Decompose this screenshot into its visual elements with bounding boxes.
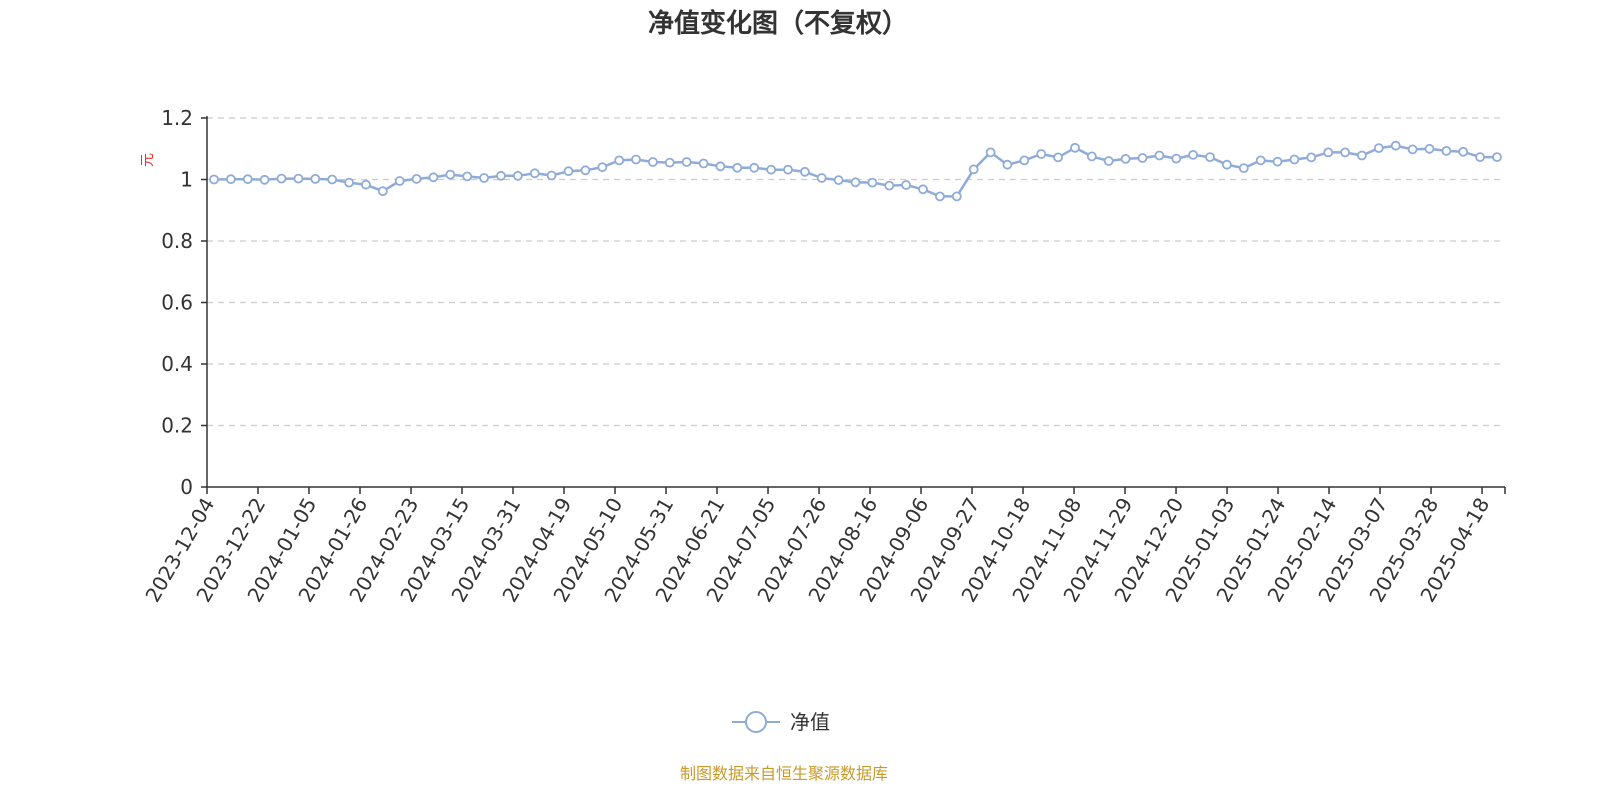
data-point[interactable] [783,164,793,175]
data-point[interactable] [209,174,219,185]
data-point[interactable] [462,171,473,182]
data-point[interactable] [800,166,810,177]
data-point[interactable] [496,170,506,181]
y-axis: 0 0.2 0.4 0.6 0.8 1 1.2 [161,106,208,499]
data-point[interactable] [648,157,658,167]
data-point[interactable] [1036,149,1047,159]
data-point[interactable] [867,177,878,188]
data-point[interactable] [428,172,439,183]
gridlines [207,117,1505,427]
x-axis: 2023-12-042023-12-222024-01-052024-01-26… [140,486,1506,606]
data-point[interactable] [935,191,945,202]
data-point[interactable] [513,170,523,181]
data-point[interactable] [1019,155,1030,166]
data-point[interactable] [968,164,979,175]
y-tick-label: 0 [180,475,193,499]
data-point[interactable] [1407,144,1418,155]
data-point[interactable] [1272,156,1283,167]
data-point[interactable] [664,157,675,168]
data-point[interactable] [1070,142,1080,153]
data-point[interactable] [479,173,490,183]
data-point[interactable] [360,179,371,190]
legend[interactable]: 净值 [732,710,830,734]
data-point[interactable] [1424,143,1435,154]
data-point[interactable] [310,173,321,184]
data-point[interactable] [1357,150,1367,161]
data-point[interactable] [1137,153,1148,163]
y-tick-label: 0.4 [161,352,193,376]
data-point[interactable] [985,147,996,158]
data-point[interactable] [1086,151,1097,162]
data-point[interactable] [951,191,962,202]
data-point[interactable] [225,174,236,185]
data-point[interactable] [715,161,726,172]
data-point[interactable] [1205,152,1215,163]
data-point[interactable] [242,174,253,185]
y-tick-label: 0.6 [161,291,193,315]
data-point[interactable] [445,169,456,180]
data-point[interactable] [377,186,388,197]
data-point[interactable] [394,176,405,186]
data-point[interactable] [732,162,743,173]
y-axis-unit-label: 元 [140,153,156,167]
data-point[interactable] [1492,152,1502,163]
data-point[interactable] [1053,152,1063,163]
source-note: 制图数据来自恒生聚源数据库 [680,764,888,783]
data-point[interactable] [614,155,625,166]
legend-marker [745,711,767,733]
data-point[interactable] [276,173,287,184]
data-point[interactable] [1154,150,1165,161]
data-point[interactable] [597,162,608,173]
data-point[interactable] [1002,159,1013,170]
data-point[interactable] [1458,146,1469,157]
data-point[interactable] [833,175,844,186]
data-point[interactable] [1475,152,1485,163]
data-point[interactable] [411,173,422,184]
data-point[interactable] [698,158,709,169]
data-point[interactable] [1323,147,1334,158]
data-point[interactable] [1171,153,1182,164]
data-point[interactable] [327,174,338,185]
data-point[interactable] [1373,143,1384,154]
data-point[interactable] [850,177,861,188]
series-group [209,140,1502,202]
data-point[interactable] [749,162,760,173]
data-point[interactable] [631,154,641,165]
data-point[interactable] [901,180,911,190]
data-point[interactable] [1120,153,1131,164]
series-line [213,144,1497,198]
data-point[interactable] [293,173,304,184]
data-point[interactable] [884,180,895,191]
data-point[interactable] [259,174,270,185]
data-point[interactable] [344,177,355,188]
y-tick-label: 0.8 [161,229,193,253]
data-point[interactable] [918,184,928,195]
data-point[interactable] [563,166,574,177]
data-point[interactable] [1340,147,1350,158]
data-point[interactable] [766,164,776,175]
data-point[interactable] [1238,163,1249,174]
data-point[interactable] [546,170,557,181]
data-point[interactable] [1103,156,1114,166]
y-tick-label: 1 [180,168,193,192]
data-point[interactable] [1289,154,1300,165]
data-point[interactable] [1441,145,1452,156]
data-point[interactable] [1390,140,1401,151]
data-point[interactable] [1188,149,1198,160]
data-point[interactable] [1222,159,1232,170]
chart-title: 净值变化图（不复权） [648,8,908,39]
data-point[interactable] [529,168,540,179]
data-point[interactable] [1255,155,1266,166]
data-point[interactable] [1306,152,1317,163]
y-tick-label: 1.2 [161,106,193,130]
legend-label: 净值 [790,710,830,734]
data-point[interactable] [816,173,827,183]
y-tick-label: 0.2 [161,414,193,438]
data-point[interactable] [681,157,692,167]
data-point[interactable] [580,165,591,176]
